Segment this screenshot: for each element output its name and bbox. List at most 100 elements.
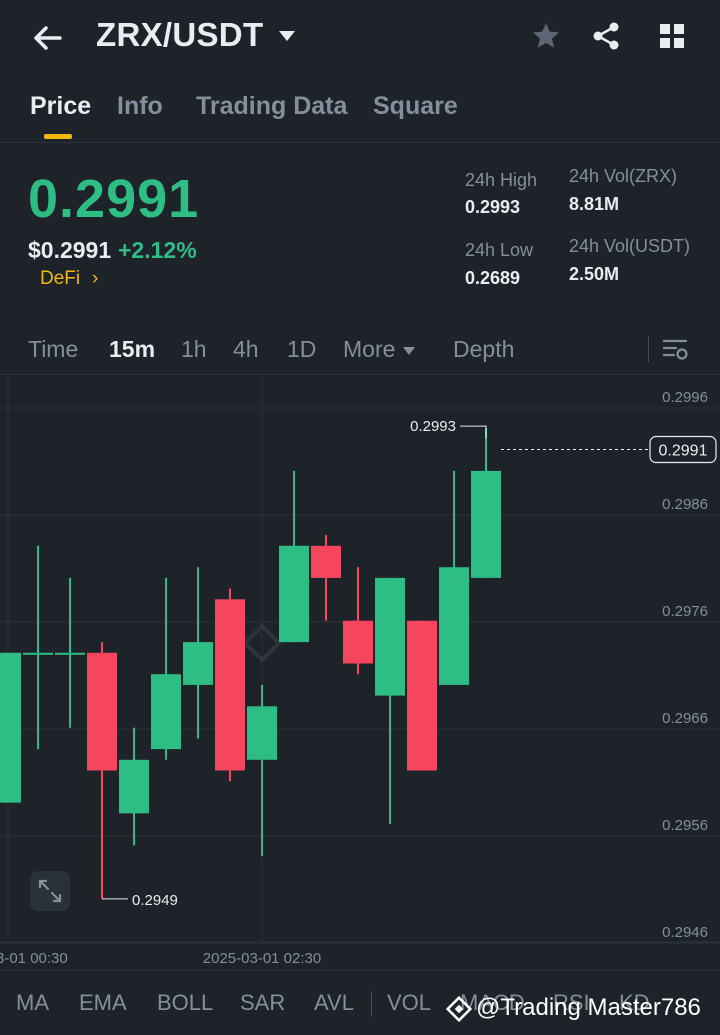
indicator-bar: MA EMA BOLL SAR AVL VOL MACD RSI KD bbox=[0, 970, 720, 1035]
indicator-boll[interactable]: BOLL bbox=[157, 990, 214, 1015]
candles-group bbox=[0, 428, 501, 899]
candle-body bbox=[407, 620, 437, 771]
back-arrow-icon[interactable] bbox=[28, 20, 68, 56]
more-caret-icon bbox=[403, 347, 415, 355]
candle bbox=[183, 567, 213, 739]
top-bar: ZRX/USDT bbox=[0, 0, 720, 76]
candle-body bbox=[343, 620, 373, 664]
candlestick-chart[interactable]: 0.2996 0.2986 0.2976 0.2966 0.2956 0.2946 3-0… bbox=[0, 376, 720, 970]
candle-body bbox=[87, 652, 117, 771]
candle bbox=[311, 535, 341, 621]
price-change-percent: +2.12% bbox=[118, 237, 197, 263]
dropdown-caret-icon[interactable] bbox=[276, 28, 298, 44]
indicator-rsi[interactable]: RSI bbox=[553, 990, 590, 1015]
candle-body bbox=[119, 759, 149, 814]
exchange-watermark-icon bbox=[242, 623, 282, 663]
y-tick-label: 0.2986 bbox=[662, 496, 708, 513]
category-tag[interactable]: DeFi bbox=[40, 268, 81, 289]
watermark-logo-icon bbox=[446, 996, 472, 1022]
interval-1h[interactable]: 1h bbox=[181, 336, 207, 362]
y-tick-label: 0.2966 bbox=[662, 710, 708, 727]
interval-1d[interactable]: 1D bbox=[287, 336, 317, 362]
interval-bar: Time 15m 1h 4h 1D More Depth bbox=[0, 326, 720, 375]
y-tick-label: 0.2946 bbox=[662, 924, 708, 941]
candle-body bbox=[279, 545, 309, 643]
candle-body bbox=[23, 652, 53, 655]
candle bbox=[151, 577, 181, 760]
indicator-macd[interactable]: MACD bbox=[460, 990, 525, 1015]
candle bbox=[119, 727, 149, 846]
candle bbox=[247, 684, 277, 857]
interval-time[interactable]: Time bbox=[28, 336, 79, 362]
candle bbox=[87, 642, 117, 899]
high-annotation-label: 0.2993 bbox=[410, 418, 456, 435]
indicator-ma[interactable]: MA bbox=[16, 990, 49, 1015]
y-axis-labels: 0.2996 0.2986 0.2976 0.2966 0.2956 0.2946 bbox=[662, 389, 708, 941]
vol-base-value: 8.81M bbox=[569, 194, 620, 214]
candle bbox=[471, 428, 501, 578]
candle-body bbox=[311, 545, 341, 578]
y-tick-label: 0.2956 bbox=[662, 817, 708, 834]
candle-body bbox=[183, 642, 213, 685]
high-annotation-line bbox=[460, 425, 487, 439]
y-tick-label: 0.2976 bbox=[662, 603, 708, 620]
candle bbox=[279, 470, 309, 643]
candle bbox=[343, 567, 373, 675]
depth-tab[interactable]: Depth bbox=[453, 336, 515, 362]
expand-chart-button[interactable] bbox=[30, 871, 70, 911]
indicator-sar[interactable]: SAR bbox=[240, 990, 286, 1015]
candle-body bbox=[55, 652, 85, 655]
share-icon[interactable] bbox=[590, 20, 622, 52]
vol-quote-value: 2.50M bbox=[569, 264, 620, 284]
x-tick-label: 2025-03-01 02:30 bbox=[203, 950, 321, 967]
usd-price: $0.2991 bbox=[28, 237, 112, 263]
indicator-kd[interactable]: KD bbox=[619, 990, 650, 1015]
low-annotation-label: 0.2949 bbox=[132, 892, 178, 909]
y-tick-label: 0.2996 bbox=[662, 389, 708, 406]
tab-info[interactable]: Info bbox=[117, 92, 163, 120]
expand-icon bbox=[38, 879, 62, 903]
candle bbox=[55, 577, 85, 728]
watermark-text: @Trading Master786 bbox=[476, 994, 701, 1021]
interval-more[interactable]: More bbox=[343, 336, 396, 362]
last-price: 0.2991 bbox=[28, 169, 200, 229]
current-price-box bbox=[649, 435, 717, 464]
pair-title[interactable]: ZRX/USDT bbox=[96, 16, 264, 53]
candle-body bbox=[375, 577, 405, 696]
candle bbox=[375, 577, 405, 824]
candle bbox=[215, 588, 245, 782]
candle-body bbox=[471, 470, 501, 578]
chart-settings-icon[interactable] bbox=[660, 334, 690, 364]
tab-square[interactable]: Square bbox=[373, 92, 458, 120]
active-tab-indicator bbox=[44, 134, 72, 139]
candle bbox=[23, 545, 53, 750]
vol-base-label: 24h Vol(ZRX) bbox=[569, 166, 678, 186]
vol-quote-label: 24h Vol(USDT) bbox=[569, 236, 691, 256]
candle bbox=[407, 620, 437, 771]
low-label: 24h Low bbox=[465, 240, 534, 260]
candle bbox=[439, 470, 469, 685]
x-tick-label: 3-01 00:30 bbox=[0, 950, 68, 967]
high-label: 24h High bbox=[465, 170, 538, 190]
tab-price[interactable]: Price bbox=[30, 92, 92, 120]
page-tabs: Price Info Trading Data Square bbox=[0, 86, 720, 143]
chart-annotations: 0.2991 0.2993 0.2949 bbox=[102, 418, 717, 909]
indicator-ema[interactable]: EMA bbox=[79, 990, 127, 1015]
candle bbox=[0, 652, 21, 803]
chevron-right-icon: › bbox=[92, 268, 99, 289]
interval-4h[interactable]: 4h bbox=[233, 336, 259, 362]
high-value: 0.2993 bbox=[465, 197, 521, 217]
indicator-avl[interactable]: AVL bbox=[314, 990, 354, 1015]
current-price-label: 0.2991 bbox=[659, 443, 708, 460]
indicator-vol[interactable]: VOL bbox=[387, 990, 432, 1015]
divider bbox=[371, 991, 372, 1017]
interval-15m[interactable]: 15m bbox=[109, 336, 156, 362]
candle-body bbox=[439, 567, 469, 685]
tab-trading-data[interactable]: Trading Data bbox=[196, 92, 348, 120]
x-axis-labels: 3-01 00:30 2025-03-01 02:30 bbox=[0, 950, 321, 967]
low-value: 0.2689 bbox=[465, 268, 521, 288]
star-icon[interactable] bbox=[530, 20, 562, 52]
grid-icon[interactable] bbox=[656, 20, 688, 52]
candle-body bbox=[151, 674, 181, 750]
candle-body bbox=[215, 599, 245, 771]
